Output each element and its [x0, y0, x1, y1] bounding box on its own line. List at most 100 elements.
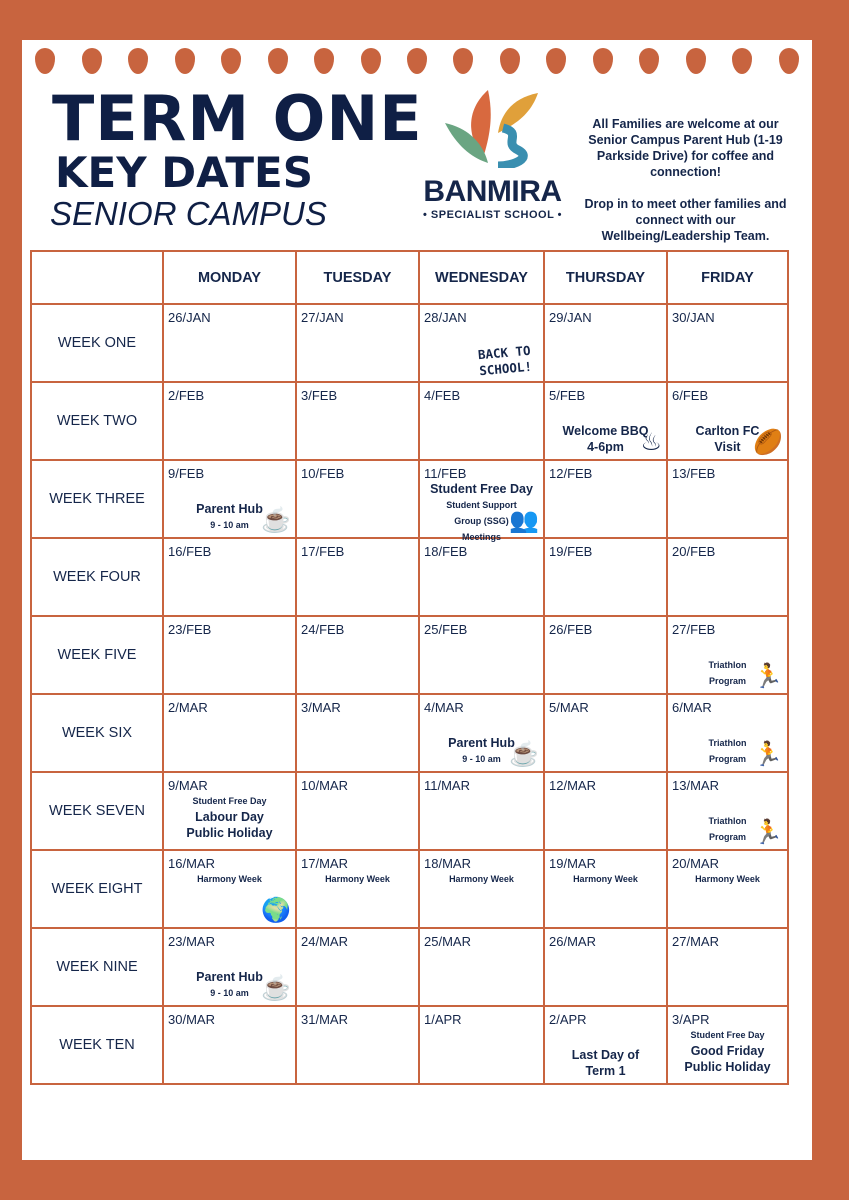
- day-cell: 27/JAN: [295, 303, 420, 383]
- event-text: Labour Day: [195, 810, 264, 824]
- cell-events: Student Free Day Good Friday Public Holida…: [668, 1027, 787, 1075]
- hole: [174, 48, 195, 74]
- week-row: WEEK THREE 9/FEB Parent Hub 9 - 10 am ☕ 10/FE…: [30, 459, 789, 542]
- cell-date: 19/FEB: [549, 544, 593, 559]
- cell-date: 31/MAR: [301, 1012, 348, 1027]
- hole: [732, 48, 753, 74]
- event-text: 9 - 10 am: [462, 754, 501, 764]
- cell-events: Harmony Week: [668, 871, 787, 887]
- hole: [546, 48, 567, 74]
- hole: [314, 48, 335, 74]
- cell-date: 3/FEB: [301, 388, 338, 403]
- cell-date: 18/MAR: [424, 856, 471, 871]
- day-cell: 9/FEB Parent Hub 9 - 10 am ☕: [162, 459, 297, 539]
- cell-events: Harmony Week: [545, 871, 666, 887]
- column-header: THURSDAY: [543, 250, 668, 305]
- day-cell: 6/MAR Triathlon Program 🏃: [666, 693, 789, 773]
- event-text: BACK TO SCHOOL!: [477, 342, 533, 379]
- cell-date: 16/MAR: [168, 856, 215, 871]
- day-cell: 16/MAR Harmony Week 🌍: [162, 849, 297, 929]
- globe-hands-icon: 🌍: [261, 897, 291, 924]
- column-header: MONDAY: [162, 250, 297, 305]
- week-row: WEEK SEVEN 9/MAR Student Free Day Labour Da…: [30, 771, 789, 851]
- cell-date: 30/JAN: [672, 310, 715, 325]
- week-row: WEEK NINE 23/MAR Parent Hub 9 - 10 am ☕ 24/MA…: [30, 927, 789, 1007]
- hole: [685, 48, 706, 74]
- event-text: Student Free Day: [430, 482, 533, 496]
- cell-date: 6/MAR: [672, 700, 712, 715]
- day-cell: 18/MAR Harmony Week: [418, 849, 545, 929]
- notebook-holes: [22, 48, 812, 78]
- cell-date: 3/APR: [672, 1012, 710, 1027]
- day-cell: 2/MAR: [162, 693, 297, 773]
- day-cell: 20/FEB: [666, 537, 789, 617]
- event-text: Public Holiday: [186, 826, 273, 840]
- event-text: Harmony Week: [325, 874, 390, 884]
- hole: [267, 48, 288, 74]
- cell-events: Harmony Week: [164, 871, 295, 887]
- column-header: FRIDAY: [666, 250, 789, 305]
- cell-events: Parent Hub 9 - 10 am: [164, 501, 295, 533]
- day-cell: 3/MAR: [295, 693, 420, 773]
- week-row: WEEK FOUR 16/FEB 17/FEB 18/FEB 19/FEB 20/FEB: [30, 537, 789, 617]
- logo-name: BANMIRA: [423, 175, 562, 208]
- event-text: 4-6pm: [587, 440, 624, 454]
- week-row: WEEK TEN 30/MAR 31/MAR 1/APR 2/APR Last Day o…: [30, 1005, 789, 1085]
- event-text: 9 - 10 am: [210, 520, 249, 530]
- cell-date: 29/JAN: [549, 310, 592, 325]
- event-text: Term 1: [585, 1064, 626, 1078]
- logo-subtitle: • SPECIALIST SCHOOL •: [422, 209, 562, 221]
- week-row: WEEK FIVE 23/FEB 24/FEB 25/FEB 26/FEB 27/FEB T…: [30, 615, 789, 695]
- event-text: Welcome BBQ: [562, 424, 649, 438]
- coffee-icon: ☕: [261, 507, 291, 534]
- day-cell: 23/MAR Parent Hub 9 - 10 am ☕: [162, 927, 297, 1007]
- cell-date: 11/FEB: [424, 466, 467, 481]
- cell-date: 9/MAR: [168, 778, 208, 793]
- coffee-icon: ☕: [509, 741, 539, 768]
- cell-date: 10/MAR: [301, 778, 348, 793]
- week-label: WEEK NINE: [30, 927, 164, 1007]
- week-label: WEEK TWO: [30, 381, 164, 461]
- cell-events: Student Free Day Labour Day Public Holiday: [164, 793, 295, 841]
- cell-date: 18/FEB: [424, 544, 468, 559]
- event-text: Student Free Day: [690, 1030, 765, 1040]
- hole: [221, 48, 242, 74]
- day-cell: 27/MAR: [666, 927, 789, 1007]
- cell-date: 20/FEB: [672, 544, 716, 559]
- cell-date: 4/MAR: [424, 700, 464, 715]
- cell-date: 27/MAR: [672, 934, 719, 949]
- cell-date: 13/MAR: [672, 778, 719, 793]
- day-cell: 3/FEB: [295, 381, 420, 461]
- cell-events: Harmony Week: [297, 871, 418, 887]
- cell-date: 30/MAR: [168, 1012, 215, 1027]
- cell-date: 17/MAR: [301, 856, 348, 871]
- hole: [360, 48, 381, 74]
- cell-events: BACK TO SCHOOL!: [469, 342, 542, 380]
- column-header: WEDNESDAY: [418, 250, 545, 305]
- hole: [592, 48, 613, 74]
- day-cell: 24/FEB: [295, 615, 420, 695]
- event-text: Triathlon: [708, 660, 747, 670]
- runner-icon: 🏃: [753, 741, 783, 768]
- week-label: WEEK SEVEN: [30, 771, 164, 851]
- hole: [406, 48, 427, 74]
- cell-date: 25/MAR: [424, 934, 471, 949]
- day-cell: 25/FEB: [418, 615, 545, 695]
- day-cell: 13/MAR Triathlon Program 🏃: [666, 771, 789, 851]
- cell-date: 1/APR: [424, 1012, 462, 1027]
- event-text: Last Day of: [571, 1048, 640, 1062]
- cell-date: 26/FEB: [549, 622, 593, 637]
- event-text: Carlton FC: [695, 424, 760, 438]
- day-cell: 26/MAR: [543, 927, 668, 1007]
- event-text: Meetings: [461, 532, 501, 542]
- cell-date: 2/FEB: [168, 388, 205, 403]
- cell-events: Student Free Day Student Support Group (SS…: [420, 481, 543, 545]
- week-label: WEEK SIX: [30, 693, 164, 773]
- event-text: Student Free Day: [192, 796, 267, 806]
- coffee-icon: ☕: [261, 975, 291, 1002]
- meeting-icon: 👥: [509, 507, 539, 534]
- week-label: WEEK EIGHT: [30, 849, 164, 929]
- event-text: Student Support: [446, 500, 517, 510]
- cell-date: 26/JAN: [168, 310, 211, 325]
- week-row: WEEK SIX 2/MAR 3/MAR 4/MAR Parent Hub 9 - 10 …: [30, 693, 789, 773]
